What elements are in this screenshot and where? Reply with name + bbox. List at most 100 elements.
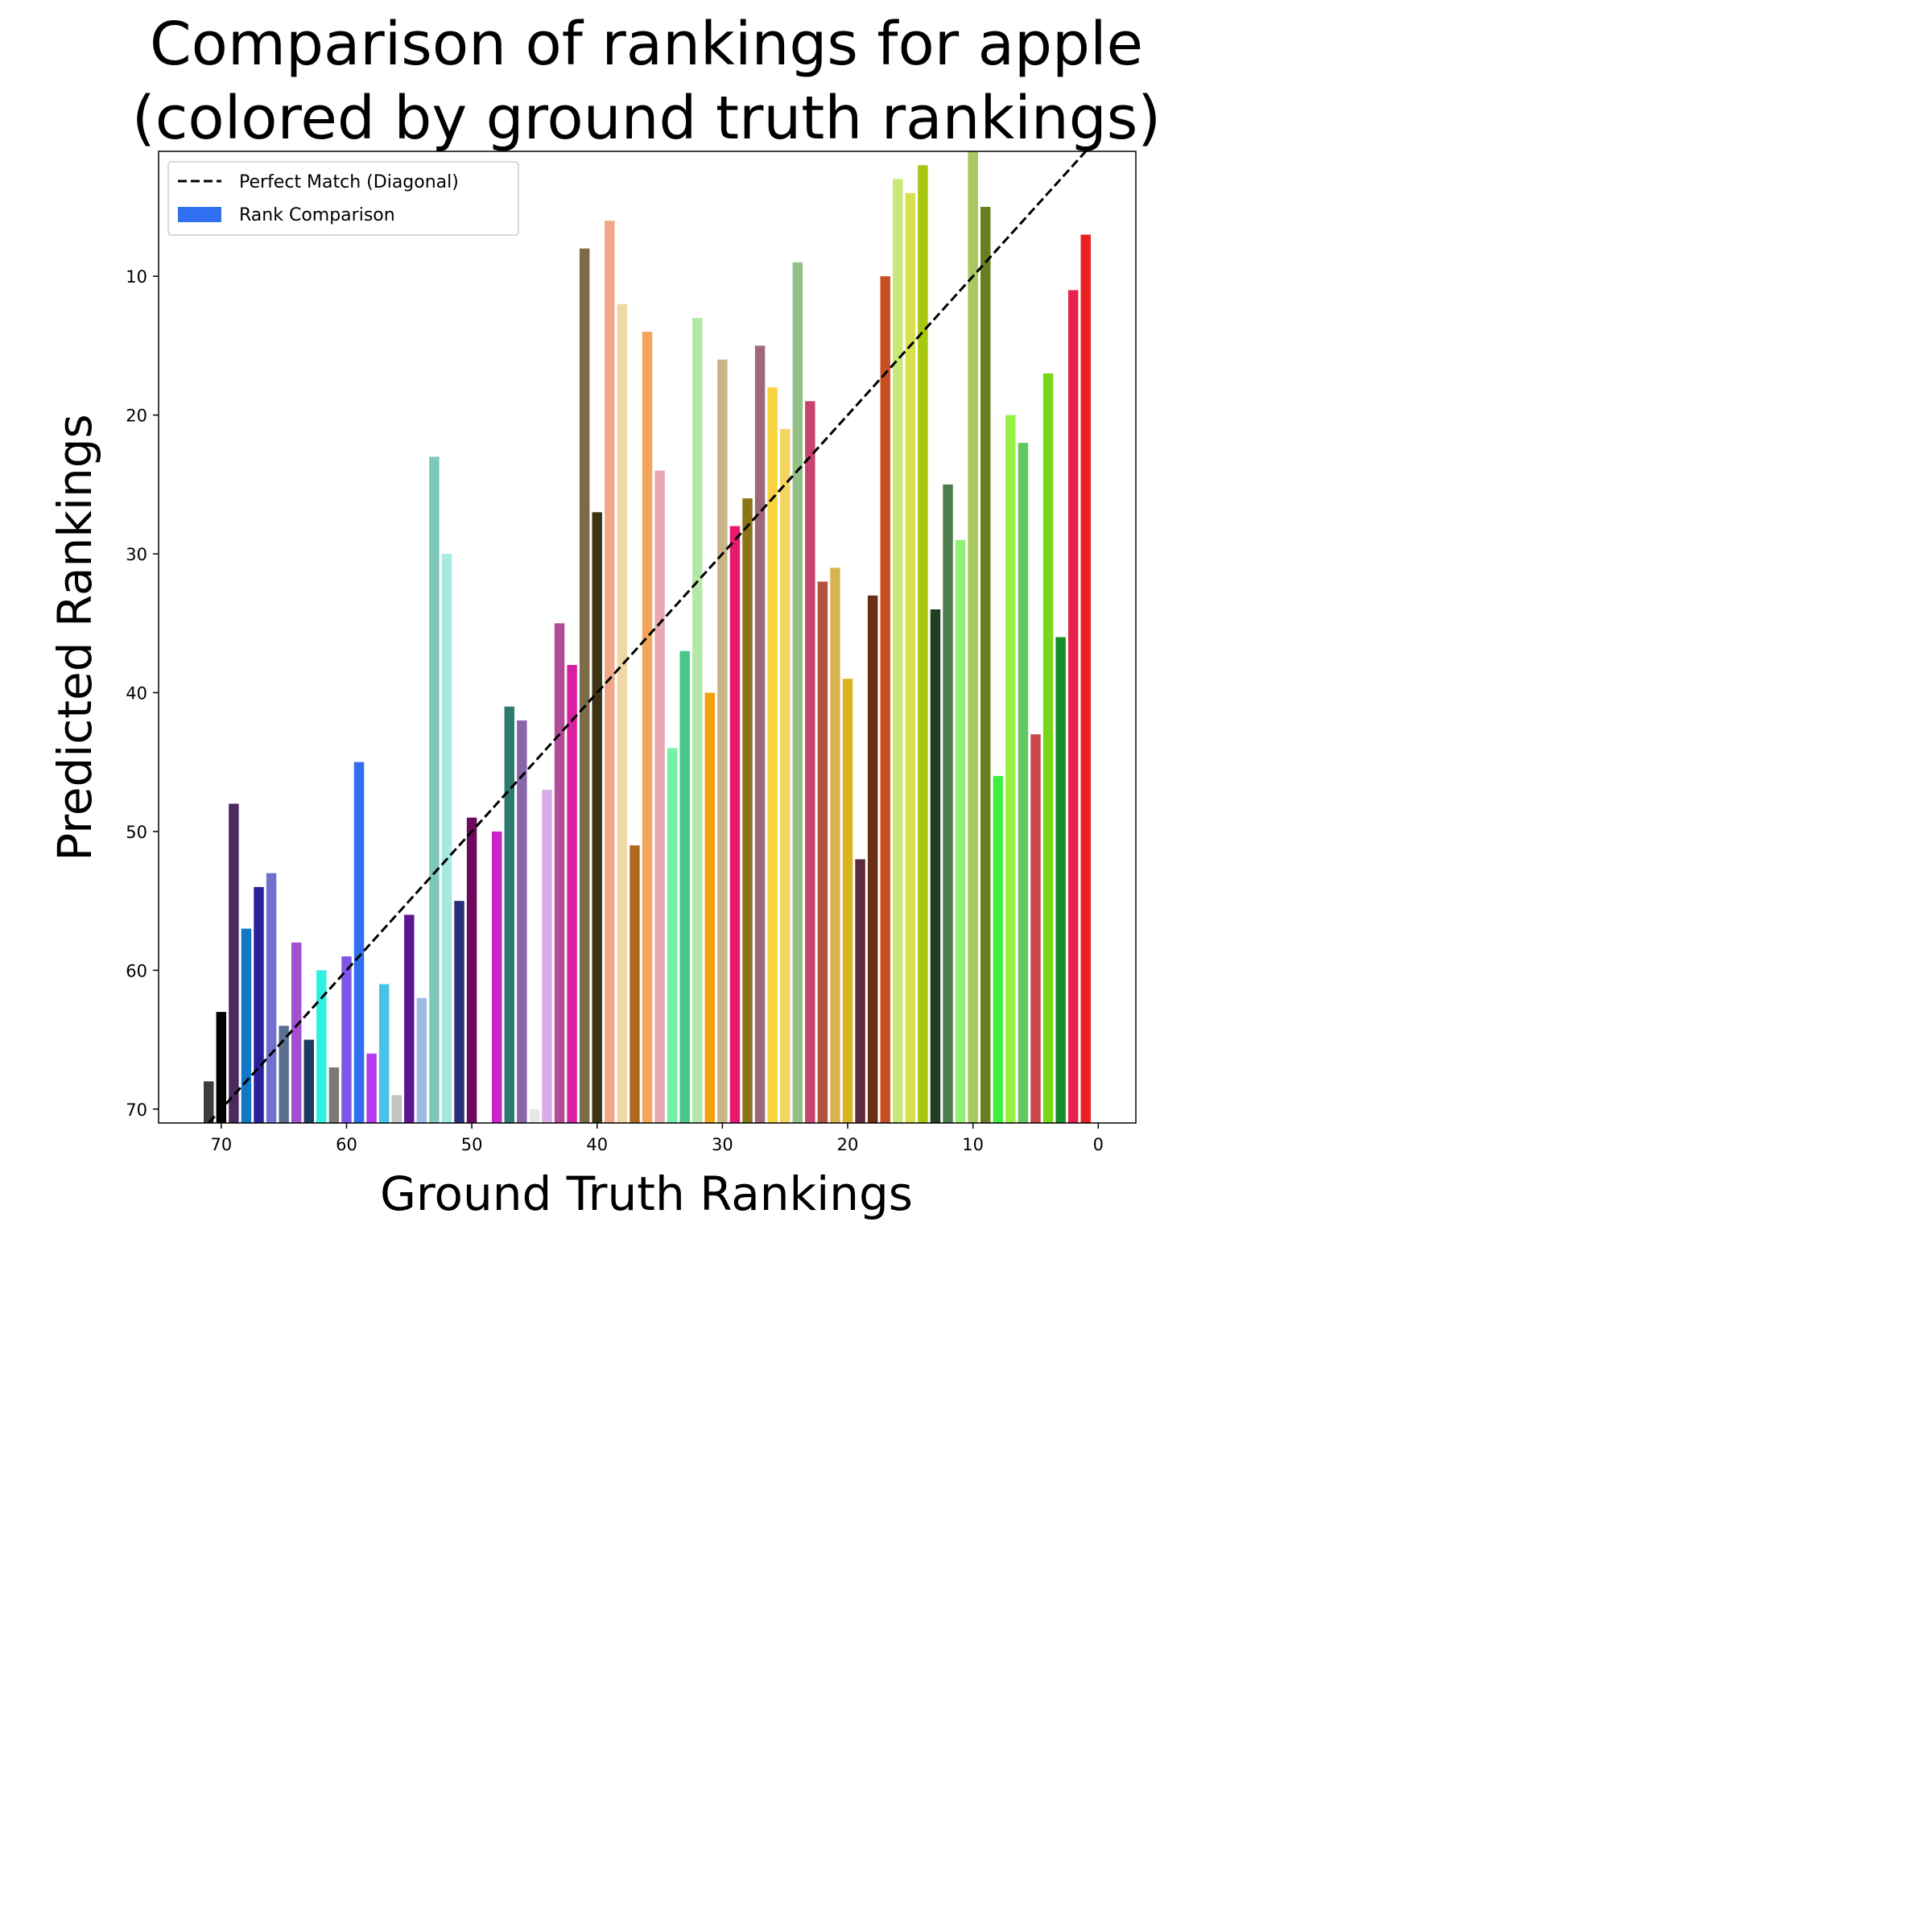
bar-rank-57	[378, 984, 390, 1123]
legend-box	[167, 161, 519, 236]
bar-rank-62	[316, 970, 327, 1123]
bar-rank-32	[692, 317, 703, 1123]
y-tick-label-30: 30	[126, 545, 147, 564]
x-tick-label-60: 60	[336, 1135, 357, 1154]
bar-rank-41	[579, 248, 590, 1123]
bar-rank-25	[779, 428, 791, 1123]
bar-rank-16	[893, 179, 903, 1123]
bar-rank-30	[717, 359, 728, 1123]
bar-rank-52	[441, 554, 452, 1123]
bar-rank-27	[754, 345, 766, 1123]
bar-rank-42	[567, 664, 577, 1123]
y-axis-ticks: 10 20 30 40 50 60 70	[126, 267, 159, 1120]
bar-rank-60	[341, 956, 352, 1123]
legend-diagonal-label: Perfect Match (Diagonal)	[239, 172, 459, 192]
x-tick-label-70: 70	[210, 1135, 232, 1154]
bar-rank-21	[830, 568, 840, 1123]
y-tick-label-40: 40	[126, 683, 147, 703]
bar-rank-15	[905, 192, 916, 1123]
bar-rank-10	[968, 151, 978, 1123]
bar-rank-14	[918, 165, 928, 1123]
x-tick-label-40: 40	[586, 1135, 608, 1154]
bar-rank-24	[792, 262, 803, 1123]
bar-rank-18	[867, 595, 878, 1123]
bar-rank-58	[366, 1053, 377, 1123]
x-tick-label-30: 30	[712, 1135, 733, 1154]
bar-rank-2	[1067, 290, 1079, 1123]
bar-rank-5	[1030, 734, 1041, 1123]
bar-rank-36	[642, 332, 653, 1123]
bar-rank-70	[216, 1012, 227, 1123]
bar-rank-46	[517, 720, 527, 1123]
bar-rank-33	[679, 650, 690, 1123]
plot-frame	[158, 151, 1137, 1124]
legend-bar-label: Rank Comparison	[239, 205, 395, 225]
bar-rank-45	[529, 1108, 540, 1123]
bar-rank-35	[654, 470, 665, 1123]
bar-rank-59	[353, 762, 365, 1123]
bar-rank-67	[254, 886, 264, 1123]
x-tick-label-0: 0	[1093, 1135, 1104, 1154]
bar-rank-69	[229, 803, 239, 1123]
diagonal-layer	[208, 151, 1088, 1123]
bar-rank-31	[704, 692, 716, 1123]
chart-title-line-2: (colored by ground truth rankings)	[132, 84, 1161, 153]
bar-rank-48	[492, 831, 502, 1123]
bar-rank-63	[303, 1039, 314, 1123]
bar-rank-3	[1055, 637, 1066, 1123]
bar-rank-40	[592, 512, 602, 1123]
bar-rank-43	[554, 623, 565, 1123]
chart-title-line-1: Comparison of rankings for apple	[150, 10, 1143, 79]
bars-layer	[204, 151, 1091, 1123]
x-tick-label-50: 50	[461, 1135, 483, 1154]
y-tick-label-60: 60	[126, 961, 147, 980]
bar-rank-38	[617, 303, 628, 1123]
bar-rank-17	[880, 276, 890, 1123]
bar-rank-37	[630, 845, 640, 1123]
bar-rank-64	[291, 942, 302, 1123]
bar-rank-50	[466, 817, 477, 1123]
bar-rank-12	[943, 484, 953, 1123]
y-tick-label-50: 50	[126, 823, 147, 842]
bar-rank-44	[542, 790, 552, 1123]
y-tick-label-20: 20	[126, 407, 147, 426]
x-tick-label-20: 20	[837, 1135, 859, 1154]
bar-rank-6	[1018, 443, 1029, 1123]
bar-rank-34	[667, 748, 678, 1123]
bar-rank-7	[1005, 415, 1016, 1123]
bar-rank-56	[391, 1095, 402, 1123]
bar-rank-11	[955, 539, 966, 1123]
bar-rank-68	[241, 928, 252, 1123]
bar-rank-29	[729, 526, 741, 1123]
x-axis-ticks: 70 60 50 40 30 20 10 0	[210, 1123, 1104, 1154]
chart-legend: Perfect Match (Diagonal) Rank Comparison	[167, 161, 519, 236]
diagonal-line	[208, 151, 1088, 1123]
bar-rank-8	[993, 775, 1004, 1123]
bar-rank-61	[328, 1067, 340, 1123]
bar-rank-23	[805, 401, 815, 1123]
bar-rank-9	[980, 206, 991, 1123]
bar-rank-71	[204, 1081, 214, 1123]
y-tick-label-70: 70	[126, 1100, 147, 1120]
bar-rank-22	[817, 581, 828, 1123]
bar-rank-55	[404, 914, 415, 1123]
ranking-comparison-chart: Comparison of rankings for apple (colore…	[0, 0, 1244, 1244]
bar-rank-66	[266, 873, 277, 1123]
bar-rank-53	[429, 456, 440, 1123]
bar-rank-65	[279, 1026, 289, 1123]
y-tick-label-10: 10	[126, 267, 147, 287]
bar-rank-20	[842, 679, 853, 1123]
bar-rank-39	[605, 221, 615, 1123]
bar-rank-19	[855, 859, 865, 1123]
x-axis-title: Ground Truth Rankings	[380, 1166, 913, 1221]
bar-rank-1	[1080, 234, 1091, 1123]
bar-rank-4	[1042, 373, 1054, 1123]
bar-rank-13	[930, 609, 941, 1123]
x-tick-label-10: 10	[962, 1135, 984, 1154]
legend-bar-swatch	[178, 207, 221, 222]
y-axis-title: Predicted Rankings	[47, 414, 102, 861]
bar-rank-28	[742, 498, 753, 1123]
bar-rank-54	[416, 997, 427, 1123]
bar-rank-51	[454, 901, 464, 1123]
bar-rank-26	[767, 387, 778, 1123]
